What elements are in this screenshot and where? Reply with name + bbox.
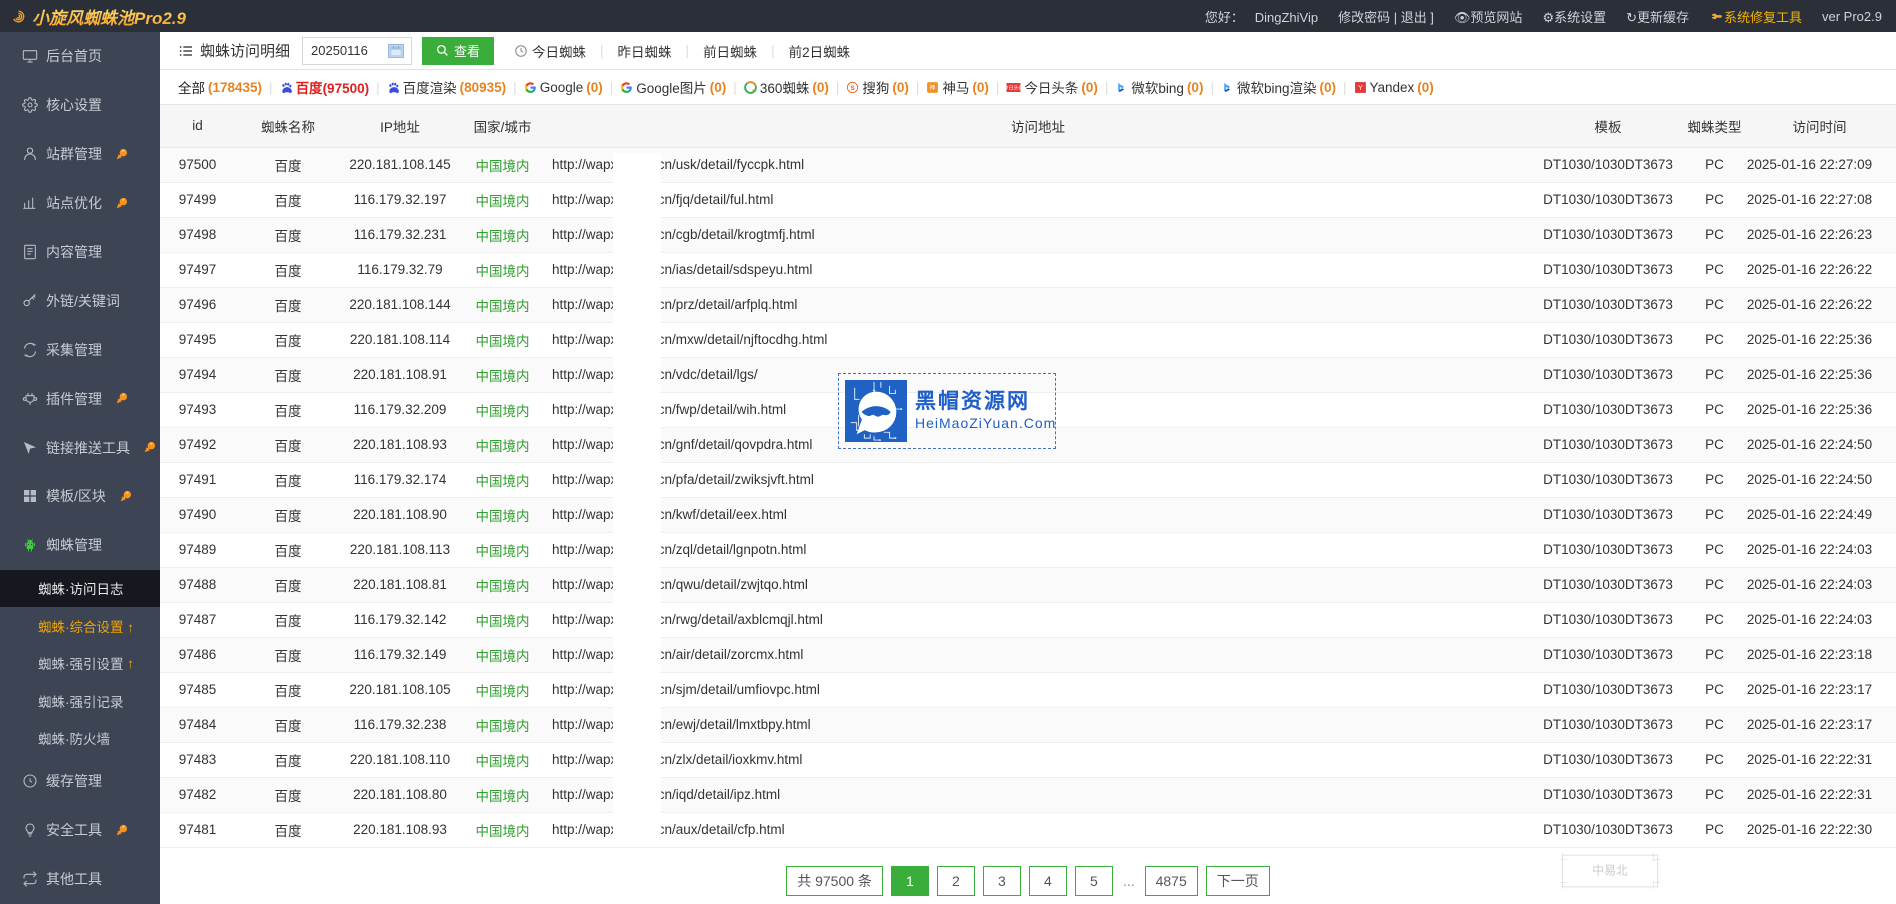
svg-text:今日头条: 今日头条 [1006,84,1021,91]
svg-text:S: S [851,84,856,91]
svg-text:中易北: 中易北 [1592,863,1628,877]
svg-text:Y: Y [1358,85,1363,92]
